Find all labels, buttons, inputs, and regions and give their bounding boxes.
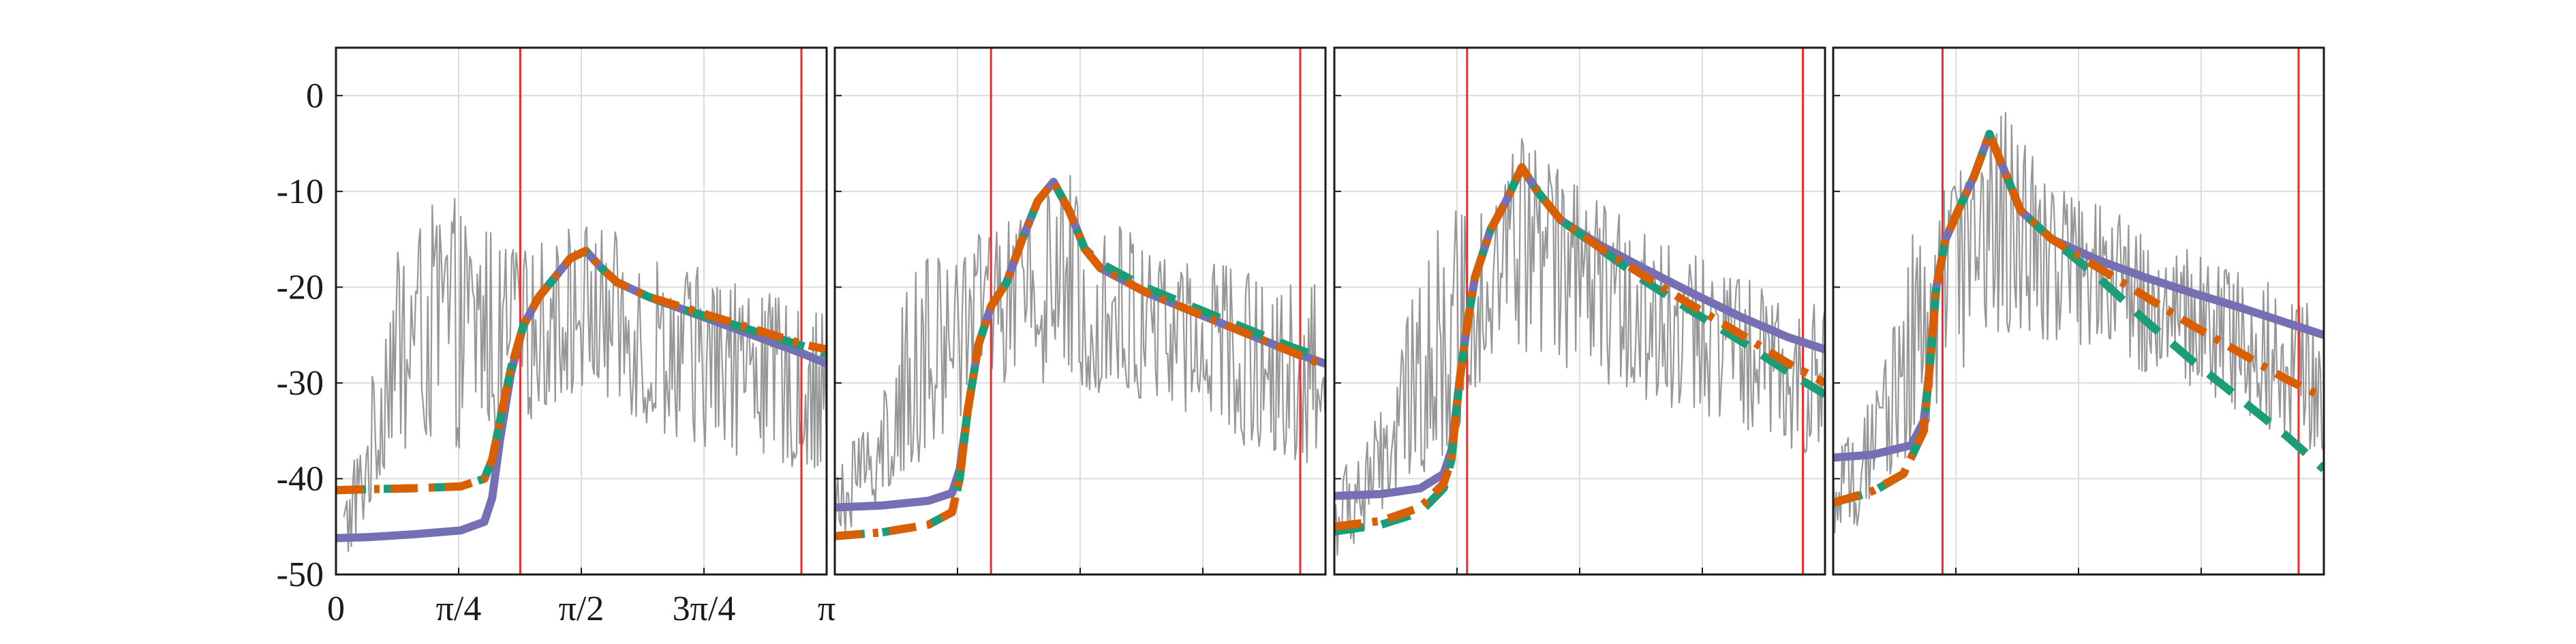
x-tick-label: 3π/4 [673,589,736,628]
y-tick-label: 0 [306,76,324,115]
panel-2-model-curves [835,177,1325,540]
y-tick-label: -40 [277,459,324,498]
periodogram-trace [1334,138,1825,556]
panel-1: 0 π/4 π/2 3π/4 π 0 -10 -20 -30 -40 -50 [277,46,835,628]
x-tick-label: 0 [327,589,345,628]
solid-model-curve [336,247,827,542]
panel-1-periodogram [343,198,827,553]
panel-1-model-curves [336,247,827,542]
y-tick-label: -30 [277,364,324,403]
panel-2-periodogram [835,174,1325,549]
y-tick-label: -10 [277,172,324,211]
panel-3-periodogram [1334,138,1825,556]
dashdot-model-curve [835,177,1325,540]
periodogram-trace [835,174,1325,549]
x-tick-label: π [818,589,835,628]
x-tick-label: π/4 [436,589,482,628]
panel-3 [1333,46,1826,576]
periodogram-trace [343,198,827,553]
panel-4-vertical-markers [1941,48,2300,574]
y-tick-label: -50 [277,555,324,594]
panel-1-vertical-markers [519,48,803,574]
panel-1-y-ticks: 0 -10 -20 -30 -40 -50 [277,76,324,594]
panel-3-model-curves [1334,163,1825,536]
dashdot-model-curve [336,247,827,495]
x-tick-label: π/2 [559,589,604,628]
panel-2 [833,46,1327,576]
dashdot-model-curve [1334,163,1825,531]
y-tick-label: -20 [277,268,324,307]
panel-1-x-ticks: 0 π/4 π/2 3π/4 π [327,589,835,628]
panel-4 [1832,46,2325,576]
panel-4-model-curves [1833,129,2324,507]
dashdot-model-curve [1833,129,2324,507]
